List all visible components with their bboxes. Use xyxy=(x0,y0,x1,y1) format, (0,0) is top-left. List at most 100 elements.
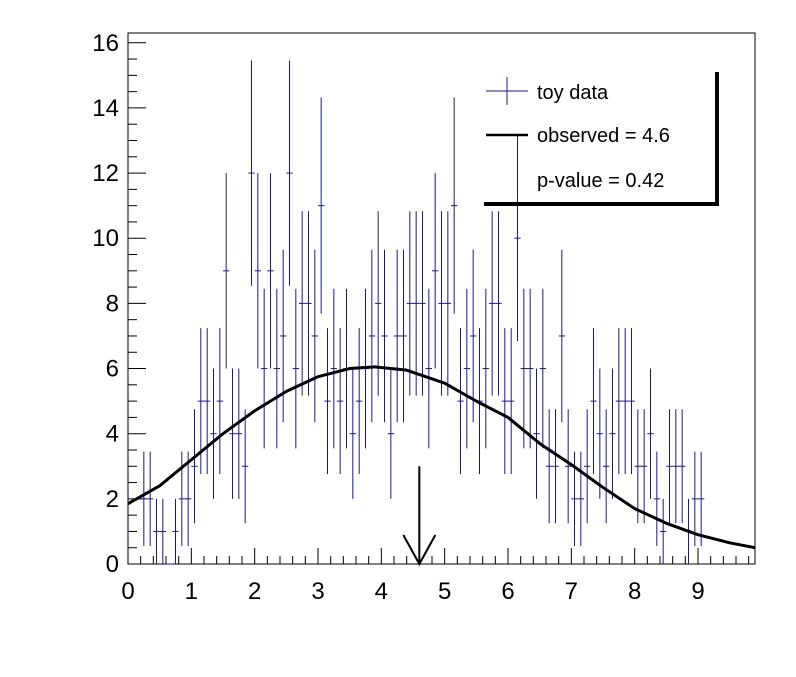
data-point xyxy=(229,368,236,499)
plot-frame xyxy=(127,32,756,565)
x-tick-label: 6 xyxy=(501,578,514,605)
x-tick-label: 2 xyxy=(248,578,261,605)
data-point xyxy=(242,409,249,524)
y-tick-label: 4 xyxy=(106,421,119,448)
data-point xyxy=(603,409,610,524)
data-point xyxy=(590,328,597,475)
data-point xyxy=(533,368,540,499)
x-tick-label: 1 xyxy=(185,578,198,605)
data-point xyxy=(457,328,464,475)
x-tick-label: 7 xyxy=(565,578,578,605)
data-point xyxy=(172,498,179,564)
x-tick-label: 0 xyxy=(121,578,134,605)
data-point xyxy=(419,211,426,396)
legend-data-label: toy data xyxy=(537,82,609,104)
data-point xyxy=(216,328,223,475)
data-point xyxy=(552,409,559,524)
y-tick-label: 12 xyxy=(92,160,119,187)
data-point xyxy=(666,409,673,524)
data-point xyxy=(413,211,420,396)
data-point xyxy=(539,288,546,449)
data-point xyxy=(197,328,204,475)
legend: toy data observed = 4.6 p-value = 0.42 xyxy=(484,72,719,206)
data-point xyxy=(299,211,306,396)
data-point xyxy=(679,409,686,524)
data-point xyxy=(349,368,356,499)
data-point xyxy=(286,60,293,286)
observed-arrow xyxy=(402,466,437,567)
y-tick-label: 10 xyxy=(92,225,119,252)
data-point xyxy=(527,288,534,449)
data-point xyxy=(254,173,261,369)
y-tick-label: 16 xyxy=(92,30,119,57)
data-point xyxy=(438,211,445,396)
data-point xyxy=(204,328,211,475)
data-point xyxy=(381,249,388,423)
data-point xyxy=(324,328,331,475)
data-point xyxy=(647,368,654,499)
data-point xyxy=(159,498,166,564)
data-point xyxy=(292,288,299,449)
data-point xyxy=(489,211,496,396)
data-point xyxy=(641,409,648,524)
data-point xyxy=(210,368,217,499)
data-point xyxy=(356,328,363,475)
data-point xyxy=(622,328,629,475)
data-point xyxy=(691,451,698,547)
data-point xyxy=(463,288,470,449)
data-point xyxy=(223,173,230,369)
data-point xyxy=(235,368,242,499)
data-point xyxy=(191,409,198,524)
data-point xyxy=(558,249,565,423)
data-point xyxy=(698,451,705,547)
data-point xyxy=(628,328,635,475)
y-tick-label: 8 xyxy=(106,290,119,317)
data-point xyxy=(330,288,337,449)
data-point xyxy=(514,135,521,342)
x-axis: 0 1 2 3 4 5 6 7 8 9 xyxy=(121,548,750,605)
data-point xyxy=(660,498,667,564)
data-point xyxy=(368,249,375,423)
expected-distribution-curve xyxy=(127,365,756,550)
data-point xyxy=(634,409,641,524)
data-point xyxy=(482,288,489,449)
data-point xyxy=(305,211,312,396)
data-point xyxy=(400,249,407,423)
x-tick-label: 4 xyxy=(375,578,388,605)
data-point xyxy=(672,409,679,524)
data-point xyxy=(273,288,280,449)
data-point xyxy=(609,368,616,499)
data-point xyxy=(318,97,325,314)
data-point xyxy=(495,211,502,396)
y-tick-label: 14 xyxy=(92,95,119,122)
data-point xyxy=(153,498,160,564)
data-point xyxy=(140,451,147,547)
data-point xyxy=(337,328,344,475)
y-tick-label: 0 xyxy=(106,551,119,578)
data-point xyxy=(444,211,451,396)
x-tick-label: 9 xyxy=(691,578,704,605)
data-point xyxy=(501,328,508,475)
data-point xyxy=(375,211,382,396)
x-tick-label: 8 xyxy=(628,578,641,605)
data-point xyxy=(596,368,603,499)
data-point xyxy=(565,409,572,524)
data-point xyxy=(470,249,477,423)
data-point xyxy=(432,173,439,369)
data-point xyxy=(261,288,268,449)
data-point xyxy=(185,451,192,547)
data-point xyxy=(577,451,584,547)
data-point xyxy=(546,409,553,524)
x-tick-label: 5 xyxy=(438,578,451,605)
curve-layer xyxy=(127,365,756,550)
data-point xyxy=(508,328,515,475)
data-point xyxy=(394,249,401,423)
data-point xyxy=(267,173,274,369)
data-point xyxy=(406,211,413,396)
data-point xyxy=(615,328,622,475)
y-tick-label: 6 xyxy=(106,356,119,383)
data-point xyxy=(451,97,458,314)
y-axis: 0 2 4 6 8 10 12 14 16 xyxy=(92,30,146,578)
y-tick-label: 2 xyxy=(106,486,119,513)
